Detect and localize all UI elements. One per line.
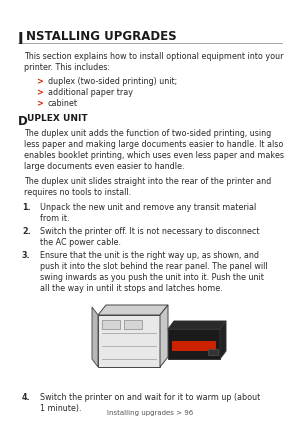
Text: requires no tools to install.: requires no tools to install.	[24, 187, 131, 196]
Text: Ensure that the unit is the right way up, as shown, and: Ensure that the unit is the right way up…	[40, 250, 259, 259]
Text: This section explains how to install optional equipment into your: This section explains how to install opt…	[24, 52, 284, 61]
Bar	[172, 341, 216, 351]
Text: 3.: 3.	[22, 250, 31, 259]
Text: 4.: 4.	[22, 392, 31, 401]
Bar	[168, 329, 220, 359]
Bar	[102, 320, 120, 329]
Text: additional paper tray: additional paper tray	[48, 88, 133, 97]
Text: printer. This includes:: printer. This includes:	[24, 63, 110, 72]
Text: >: >	[36, 88, 43, 97]
Text: Switch the printer on and wait for it to warm up (about: Switch the printer on and wait for it to…	[40, 392, 260, 401]
Text: The duplex unit slides straight into the rear of the printer and: The duplex unit slides straight into the…	[24, 177, 271, 186]
Text: all the way in until it stops and latches home.: all the way in until it stops and latche…	[40, 283, 223, 292]
Text: I: I	[18, 32, 24, 47]
Text: cabinet: cabinet	[48, 99, 78, 108]
Text: Installing upgrades > 96: Installing upgrades > 96	[107, 409, 193, 415]
Text: push it into the slot behind the rear panel. The panel will: push it into the slot behind the rear pa…	[40, 262, 268, 271]
Text: The duplex unit adds the function of two-sided printing, using: The duplex unit adds the function of two…	[24, 129, 271, 138]
Polygon shape	[168, 321, 226, 329]
Text: >: >	[36, 99, 43, 108]
Text: D: D	[18, 115, 28, 128]
Text: from it.: from it.	[40, 213, 70, 222]
Text: large documents even easier to handle.: large documents even easier to handle.	[24, 161, 184, 170]
Text: >: >	[36, 77, 43, 86]
Text: swing inwards as you push the unit into it. Push the unit: swing inwards as you push the unit into …	[40, 272, 264, 281]
Text: duplex (two-sided printing) unit;: duplex (two-sided printing) unit;	[48, 77, 177, 86]
Polygon shape	[98, 305, 168, 315]
Bar	[98, 315, 160, 367]
Polygon shape	[220, 321, 226, 359]
Text: the AC power cable.: the AC power cable.	[40, 237, 121, 246]
Bar	[208, 349, 218, 355]
Bar	[124, 320, 142, 329]
Text: NSTALLING UPGRADES: NSTALLING UPGRADES	[26, 30, 176, 43]
Text: 1 minute).: 1 minute).	[40, 403, 82, 412]
Text: Unpack the new unit and remove any transit material: Unpack the new unit and remove any trans…	[40, 202, 256, 211]
Text: 1.: 1.	[22, 202, 31, 211]
Text: UPLEX UNIT: UPLEX UNIT	[27, 114, 88, 123]
Text: Switch the printer off. It is not necessary to disconnect: Switch the printer off. It is not necess…	[40, 227, 260, 236]
Polygon shape	[160, 305, 168, 367]
Polygon shape	[92, 307, 98, 367]
Text: enables booklet printing, which uses even less paper and makes: enables booklet printing, which uses eve…	[24, 151, 284, 160]
Text: 2.: 2.	[22, 227, 31, 236]
Text: less paper and making large documents easier to handle. It also: less paper and making large documents ea…	[24, 140, 284, 149]
